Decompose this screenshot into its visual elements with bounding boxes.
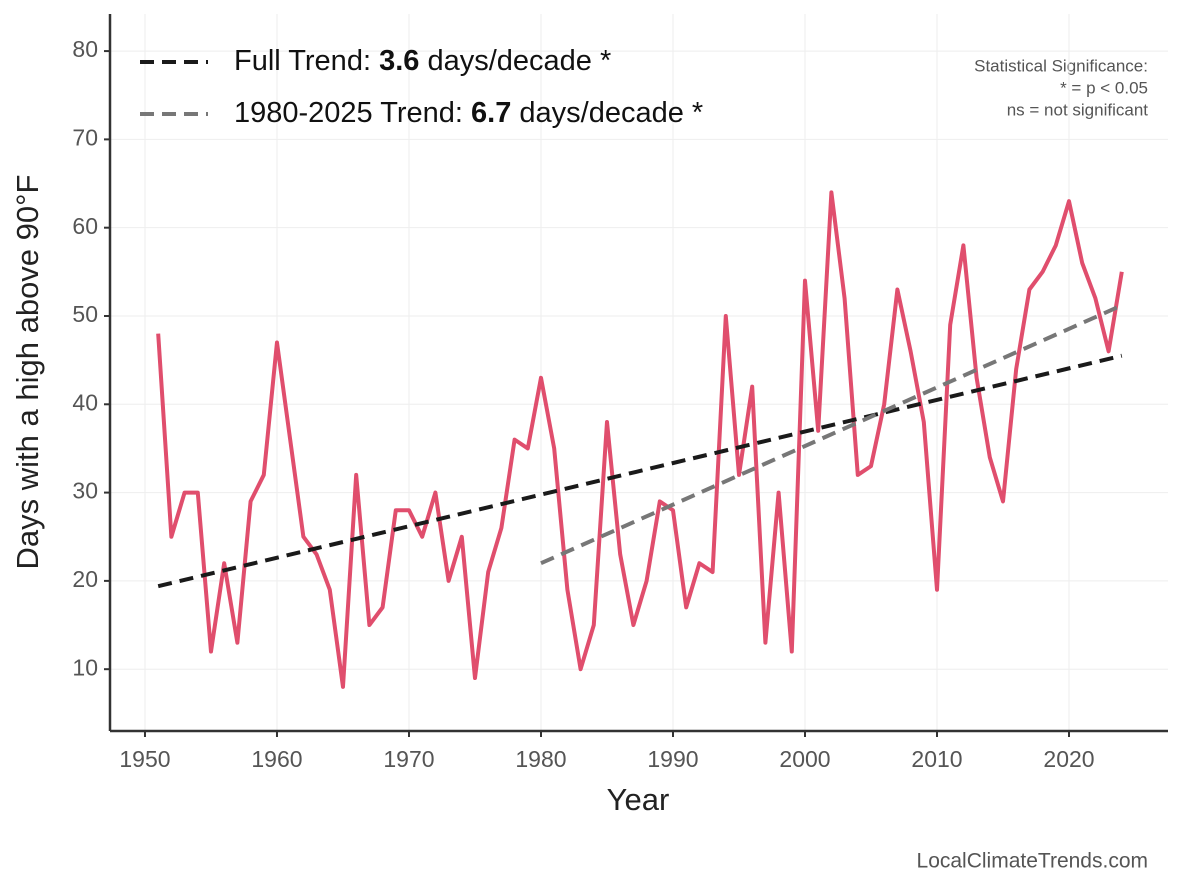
x-axis-label: Year xyxy=(607,782,670,817)
legend-label-part: days/decade * xyxy=(419,45,611,77)
y-tick-label: 20 xyxy=(72,566,98,592)
y-tick-label: 50 xyxy=(72,301,98,327)
x-tick-label: 1980 xyxy=(515,746,566,772)
x-tick-label: 1960 xyxy=(251,746,302,772)
x-tick-label: 2000 xyxy=(779,746,830,772)
x-tick-label: 2020 xyxy=(1043,746,1094,772)
legend-label: Full Trend: 3.6 days/decade * xyxy=(234,45,611,77)
y-tick-label: 40 xyxy=(72,389,98,415)
y-tick-label: 10 xyxy=(72,654,98,680)
y-axis-label: Days with a high above 90°F xyxy=(10,175,45,570)
legend-label-part: 3.6 xyxy=(379,45,419,77)
annotation: Statistical Significance: xyxy=(974,56,1148,75)
legend-label-part: 1980-2025 Trend: xyxy=(234,97,471,129)
x-tick-label: 1950 xyxy=(119,746,170,772)
y-tick-label: 30 xyxy=(72,478,98,504)
trend-line xyxy=(157,353,1123,589)
source: LocalClimateTrends.com xyxy=(917,850,1148,873)
x-tick-label: 1970 xyxy=(383,746,434,772)
x-tick-label: 1990 xyxy=(647,746,698,772)
legend-label: 1980-2025 Trend: 6.7 days/decade * xyxy=(234,97,703,129)
legend-label-part: 6.7 xyxy=(471,97,511,129)
data-line xyxy=(156,190,1124,689)
annotation: ns = not significant xyxy=(1007,100,1149,119)
y-tick-label: 60 xyxy=(72,213,98,239)
y-tick-label: 70 xyxy=(72,124,98,150)
legend-label-part: days/decade * xyxy=(511,97,703,129)
annotation: * = p < 0.05 xyxy=(1060,78,1148,97)
legend-label-part: Full Trend: xyxy=(234,45,379,77)
trend-line xyxy=(540,303,1123,566)
x-tick-label: 2010 xyxy=(911,746,962,772)
y-tick-label: 80 xyxy=(72,36,98,62)
